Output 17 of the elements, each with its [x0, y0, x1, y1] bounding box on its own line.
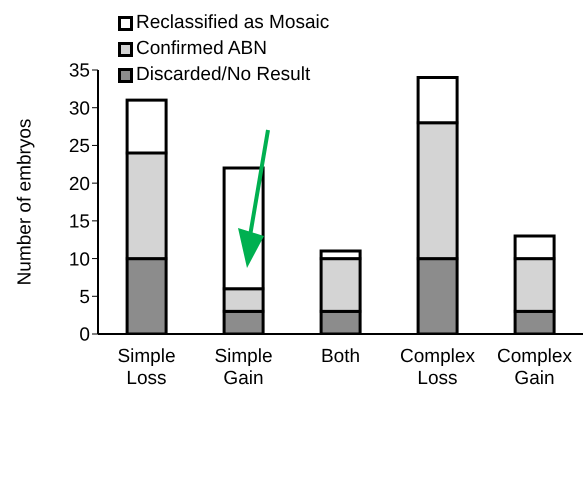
x-tick-label: Both [320, 346, 360, 367]
legend-label: Discarded/No Result [136, 63, 310, 87]
y-tick-label: 10 [68, 249, 90, 270]
y-tick-label: 0 [79, 324, 90, 346]
x-tick-label: Complex Loss [400, 346, 476, 389]
y-tick-label: 35 [68, 60, 90, 82]
y-axis-title: Number of embryos [14, 118, 36, 286]
y-tick-label: 30 [68, 98, 90, 120]
legend-label: Confirmed ABN [136, 37, 267, 61]
y-tick-label: 20 [68, 174, 90, 195]
x-tick-label: Simple Loss [117, 346, 176, 389]
y-tick-label: 15 [68, 212, 90, 233]
x-tick-label: Complex Gain [497, 346, 572, 389]
x-tick-label: Simple Gain [214, 346, 273, 389]
y-tick-label: 25 [68, 136, 90, 158]
legend-label: Reclassified as Mosaic [136, 11, 330, 35]
y-tick-label: 5 [79, 287, 90, 308]
